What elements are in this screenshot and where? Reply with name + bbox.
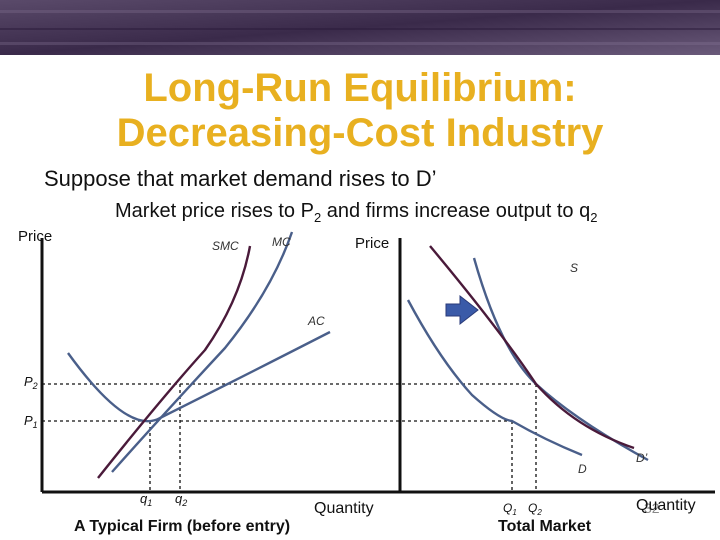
demand-prime-curve bbox=[429, 245, 635, 450]
demand-shift-arrow-icon bbox=[445, 294, 479, 326]
q2-label: q2 bbox=[175, 491, 187, 508]
slide-title-line1: Long-Run Equilibrium: bbox=[143, 66, 577, 110]
Q2-label: Q2 bbox=[528, 501, 542, 517]
firm-quantity-axis-label: Quantity bbox=[314, 500, 374, 517]
supply-curve bbox=[472, 257, 649, 462]
d-prime-label: D’ bbox=[636, 451, 648, 465]
market-panel-caption: Total Market bbox=[498, 518, 592, 535]
Q1-label: Q1 bbox=[503, 501, 517, 517]
slide-number: 32 bbox=[644, 500, 660, 516]
body-text-line1: Suppose that market demand rises to D’ bbox=[44, 166, 437, 191]
body-text-line2: Market price rises to P2 and firms incre… bbox=[115, 200, 598, 225]
mc-label: MC bbox=[272, 235, 291, 249]
p1-label: P1 bbox=[24, 413, 38, 430]
market-panel: Price S D D’ Q1 Q2 32 Quantity Total Mar… bbox=[355, 235, 715, 535]
demand-curve bbox=[406, 299, 583, 457]
header-banner bbox=[0, 0, 720, 55]
firm-panel: Price SMC MC AC P2 P1 q1 q2 Quantity A T… bbox=[18, 228, 536, 535]
ac-label: AC bbox=[307, 314, 325, 328]
slide-title-line2: Decreasing-Cost Industry bbox=[116, 111, 604, 155]
mc-curve bbox=[111, 231, 294, 473]
smc-curve bbox=[97, 245, 252, 479]
p2-label: P2 bbox=[24, 374, 38, 391]
s-label: S bbox=[570, 261, 578, 275]
d-label: D bbox=[578, 462, 587, 476]
firm-panel-caption: A Typical Firm (before entry) bbox=[74, 518, 290, 535]
firm-price-axis-label: Price bbox=[18, 228, 52, 245]
smc-label: SMC bbox=[212, 239, 239, 253]
market-quantity-axis-label: Quantity bbox=[636, 497, 696, 514]
q1-label: q1 bbox=[140, 491, 152, 508]
market-price-axis-label: Price bbox=[355, 235, 389, 252]
